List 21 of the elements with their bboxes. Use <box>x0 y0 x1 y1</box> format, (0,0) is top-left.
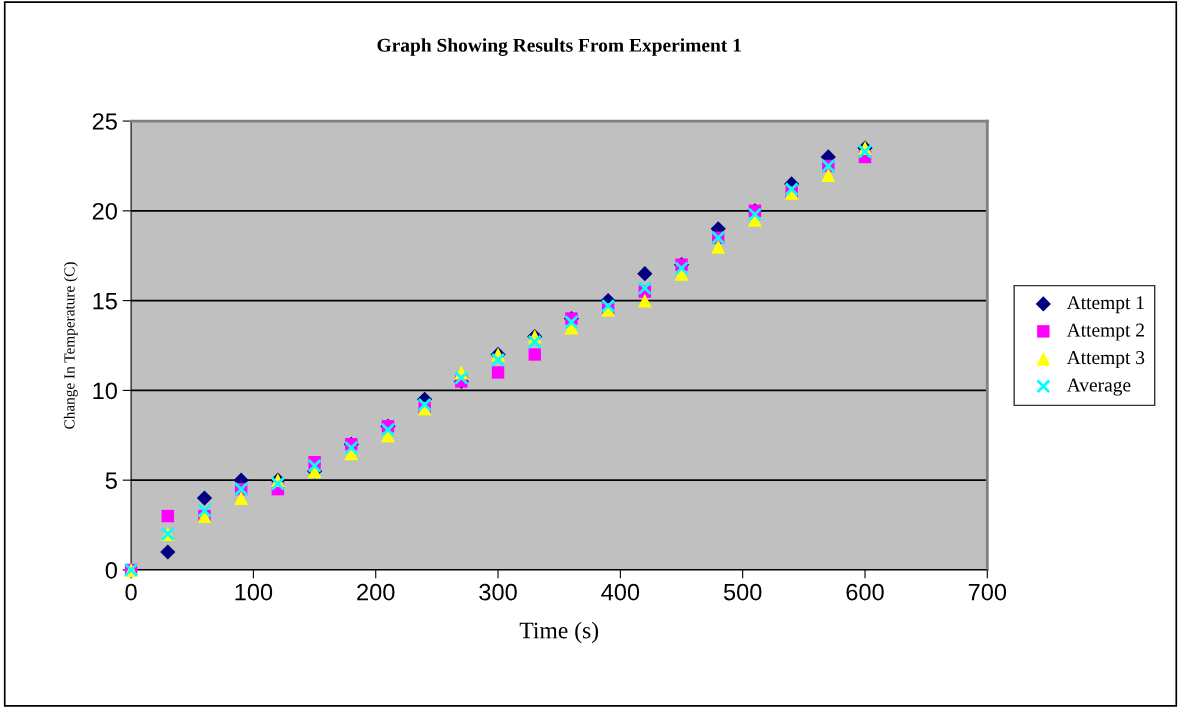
chart-title: Graph Showing Results From Experiment 1 <box>377 38 741 56</box>
y-axis-title: Change In Temperature (C) <box>63 262 78 429</box>
y-tick-label: 25 <box>92 113 117 130</box>
x-tick-label: 500 <box>723 583 762 601</box>
y-tick-label: 0 <box>105 562 117 579</box>
x-tick-label: 600 <box>846 583 884 601</box>
y-tick-label: 15 <box>93 292 117 310</box>
x-tick-label: 0 <box>125 583 137 601</box>
legend-label: Attempt 1 <box>1066 296 1144 314</box>
legend-label: Attempt 2 <box>1066 323 1144 341</box>
legend-label: Average <box>1066 378 1131 396</box>
legend-label: Attempt 3 <box>1066 351 1145 369</box>
x-tick-label: 300 <box>479 583 517 601</box>
y-tick-label: 20 <box>92 202 117 220</box>
y-tick-label: 5 <box>105 472 117 489</box>
x-tick-label: 400 <box>601 583 640 601</box>
x-axis-title: Time (s) <box>519 621 599 644</box>
x-tick-label: 700 <box>968 583 1007 601</box>
y-tick-label: 10 <box>93 382 117 400</box>
x-tick-label: 100 <box>235 583 273 601</box>
x-tick-label: 200 <box>357 583 395 601</box>
